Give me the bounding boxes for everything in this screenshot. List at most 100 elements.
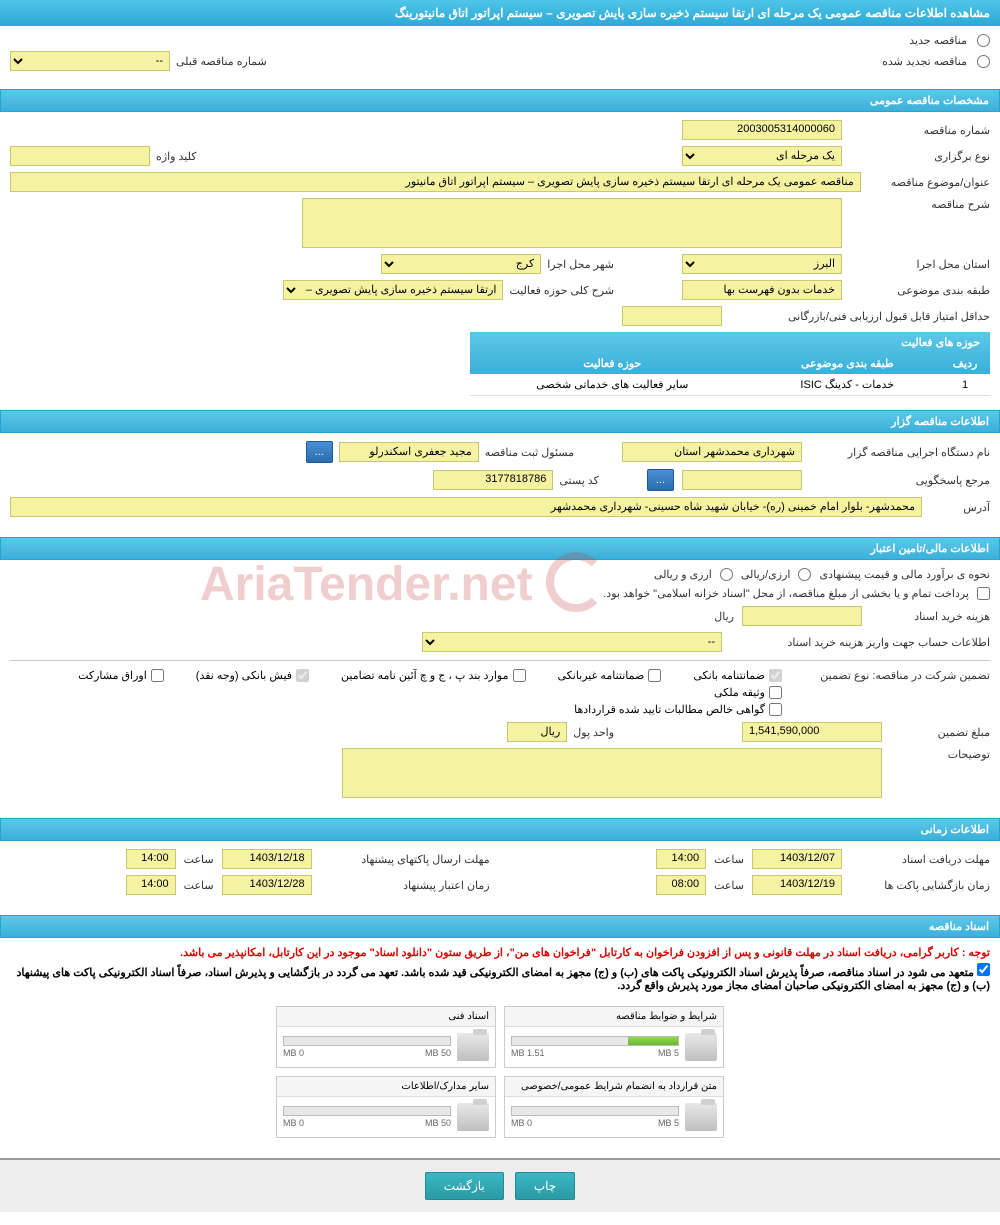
chk-bank-guarantee-label: ضمانتنامه بانکی	[693, 669, 765, 682]
description-textarea[interactable]	[302, 198, 842, 248]
currency-opt2: ارزی و ریالی	[654, 568, 712, 581]
unit-value: ریال	[507, 722, 567, 742]
radio-currency1[interactable]	[798, 568, 811, 581]
payment-checkbox[interactable]	[977, 587, 990, 600]
doc-progress	[283, 1036, 451, 1046]
doc-used: 0 MB	[283, 1118, 304, 1128]
purchase-cost-label: هزینه خرید اسناد	[870, 610, 990, 623]
currency-opt1: ارزی/ریالی	[741, 568, 791, 581]
back-button[interactable]: بازگشت	[425, 1172, 504, 1200]
type-select[interactable]: یک مرحله ای	[682, 146, 842, 166]
account-label: اطلاعات حساب جهت واریز هزینه خرید اسناد	[730, 636, 990, 649]
radio-new-tender[interactable]	[977, 34, 990, 47]
type-label: نوع برگزاری	[850, 150, 990, 163]
chk-securities-label: اوراق مشارکت	[78, 669, 147, 682]
currency-rial-label: ریال	[714, 610, 734, 623]
unit-label: واحد پول	[573, 726, 614, 739]
opening-date: 1403/12/19	[752, 875, 842, 895]
status-renewed-row: مناقصه تجدید شده شماره مناقصه قبلی --	[10, 51, 990, 71]
city-select[interactable]: کرج	[381, 254, 541, 274]
doc-total: 5 MB	[658, 1118, 679, 1128]
notice2-checkbox[interactable]	[977, 963, 990, 976]
chk-cash	[296, 669, 309, 682]
opening-time: 08:00	[656, 875, 706, 895]
submit-date: 1403/12/18	[222, 849, 312, 869]
time-label1: ساعت	[714, 853, 744, 866]
payment-note: پرداخت تمام و یا بخشی از مبلغ مناقصه، از…	[603, 587, 969, 600]
radio-renewed-tender[interactable]	[977, 55, 990, 68]
radio-renewed-label: مناقصه تجدید شده	[882, 55, 967, 68]
chk-nonbank-guarantee[interactable]	[648, 669, 661, 682]
doc-name: سایر مدارک/اطلاعات	[277, 1077, 495, 1097]
min-score-input[interactable]	[622, 306, 722, 326]
tender-number-value: 2003005314000060	[682, 120, 842, 140]
row-class: خدمات - کدینگ ISIC	[755, 374, 941, 396]
registrar-more-button[interactable]: ...	[306, 441, 333, 463]
submit-label: مهلت ارسال پاکتهای پیشنهاد	[320, 853, 490, 866]
province-label: استان محل اجرا	[850, 258, 990, 271]
doc-total: 50 MB	[425, 1118, 451, 1128]
tender-number-label: شماره مناقصه	[850, 124, 990, 137]
registrar-value: مجید جعفری اسکندرلو	[339, 442, 479, 462]
section-timing-header: اطلاعات زمانی	[0, 818, 1000, 841]
time-label2: ساعت	[714, 879, 744, 892]
col-row: ردیف	[940, 353, 990, 374]
document-box[interactable]: شرایط و ضوابط مناقصه 5 MB1.51 MB	[504, 1006, 724, 1068]
chk-property-label: وثیقه ملکی	[714, 686, 765, 699]
activity-scope-label: شرح کلی حوزه فعالیت	[509, 284, 614, 297]
activity-scope-select[interactable]: ارتقا سیستم ذخیره سازی پایش تصویری – سیس…	[283, 280, 503, 300]
min-score-label: حداقل امتیاز قابل قبول ارزیابی فنی/بازرگ…	[730, 310, 990, 323]
estimate-label: نحوه ی برآورد مالی و قیمت پیشنهادی	[819, 568, 990, 581]
receipt-label: مهلت دریافت اسناد	[850, 853, 990, 866]
keyword-input[interactable]	[10, 146, 150, 166]
address-label: آدرس	[930, 501, 990, 514]
documents-notice1: توجه : کاربر گرامی، دریافت اسناد در مهلت…	[10, 946, 990, 959]
notes-textarea[interactable]	[342, 748, 882, 798]
row-activity: سایر فعالیت های خدماتی شخصی	[470, 374, 755, 396]
doc-progress	[511, 1036, 679, 1046]
section-organizer-header: اطلاعات مناقصه گزار	[0, 410, 1000, 433]
document-box[interactable]: سایر مدارک/اطلاعات 50 MB 0 MB	[276, 1076, 496, 1138]
activity-table: حوزه های فعالیت ردیف طبقه بندی موضوعی حو…	[470, 332, 990, 396]
folder-icon	[457, 1103, 489, 1131]
status-new-row: مناقصه جدید	[10, 34, 990, 47]
account-select[interactable]: --	[422, 632, 722, 652]
subject-value: مناقصه عمومی یک مرحله ای ارتقا سیستم ذخی…	[10, 172, 861, 192]
prev-number-select[interactable]: --	[10, 51, 170, 71]
doc-used: 0 MB	[511, 1118, 532, 1128]
submit-time: 14:00	[126, 849, 176, 869]
subject-label: عنوان/موضوع مناقصه	[869, 176, 990, 189]
time-label3: ساعت	[184, 853, 214, 866]
documents-grid: شرایط و ضوابط مناقصه 5 MB1.51 MB اسناد ف…	[10, 1002, 990, 1142]
chk-cash-label: فیش بانکی (وجه نقد)	[196, 669, 292, 682]
row-num: 1	[940, 374, 990, 396]
doc-name: متن قرارداد به انضمام شرایط عمومی/خصوصی	[505, 1077, 723, 1097]
folder-icon	[457, 1033, 489, 1061]
notes-label: توضیحات	[890, 748, 990, 761]
document-box[interactable]: اسناد فنی 50 MB0 MB	[276, 1006, 496, 1068]
receipt-time: 14:00	[656, 849, 706, 869]
doc-progress	[283, 1106, 451, 1116]
documents-notice2: متعهد می شود در اسناد مناقصه، صرفاً پذیر…	[17, 967, 990, 992]
reference-more-button[interactable]: ...	[647, 469, 674, 491]
validity-time: 14:00	[126, 875, 176, 895]
chk-securities[interactable]	[151, 669, 164, 682]
guarantee-amount-value: 1,541,590,000	[742, 722, 882, 742]
chk-contract-cert[interactable]	[769, 703, 782, 716]
registrar-label: مسئول ثبت مناقصه	[485, 446, 574, 459]
document-box[interactable]: متن قرارداد به انضمام شرایط عمومی/خصوصی …	[504, 1076, 724, 1138]
folder-icon	[685, 1033, 717, 1061]
chk-regulation[interactable]	[513, 669, 526, 682]
section-documents-header: اسناد مناقصه	[0, 915, 1000, 938]
doc-name: اسناد فنی	[277, 1007, 495, 1027]
doc-total: 50 MB	[425, 1048, 451, 1058]
print-button[interactable]: چاپ	[515, 1172, 575, 1200]
section-financial-header: اطلاعات مالی/تامین اعتبار	[0, 537, 1000, 560]
province-select[interactable]: البرز	[682, 254, 842, 274]
folder-icon	[685, 1103, 717, 1131]
receipt-date: 1403/12/07	[752, 849, 842, 869]
chk-property[interactable]	[769, 686, 782, 699]
radio-currency2[interactable]	[720, 568, 733, 581]
purchase-cost-input[interactable]	[742, 606, 862, 626]
reference-input[interactable]	[682, 470, 802, 490]
